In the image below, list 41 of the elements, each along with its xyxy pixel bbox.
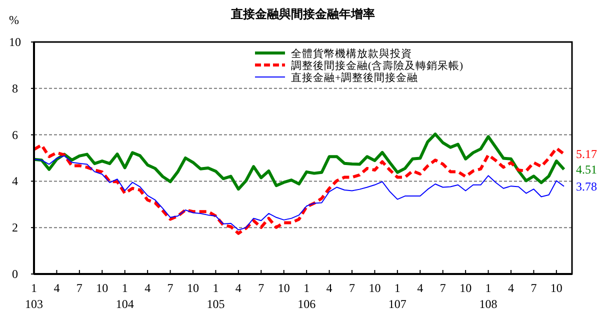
x-tick-label: 7	[76, 281, 82, 295]
y-axis-title: %	[9, 13, 19, 27]
data-label: 4.51	[576, 162, 597, 176]
x-tick-label: 10	[368, 281, 381, 295]
x-tick-label: 7	[258, 281, 264, 295]
x-tick-label: 7	[167, 281, 174, 295]
legend-label: 調整後間接金融(含壽險及轉銷呆帳)	[291, 59, 464, 72]
legend-label: 全體貨幣機構放款與投資	[291, 47, 412, 60]
x-tick-label: 10	[460, 281, 472, 295]
x-tick-label: 10	[187, 281, 199, 295]
x-tick-label: 10	[96, 281, 108, 295]
data-label: 3.78	[576, 179, 597, 194]
data-label: 5.17	[576, 147, 597, 162]
x-tick-label: 7	[440, 281, 446, 295]
x-tick-label: 7	[530, 281, 537, 295]
x-tick-label: 4	[508, 281, 514, 295]
legend-label: 直接金融+調整後間接金融	[291, 71, 418, 84]
x-tick-label: 1 106	[298, 281, 316, 311]
line-series	[34, 155, 564, 230]
y-tick-label: 8	[12, 81, 18, 96]
x-tick-label: 4	[235, 281, 242, 295]
x-tick-label: 1 105	[206, 281, 225, 311]
y-tick-label: 4	[12, 174, 18, 188]
y-tick-label: 0	[12, 267, 18, 281]
x-tick-label: 1 107	[388, 281, 406, 311]
x-tick-label: 1 103	[25, 281, 43, 311]
x-tick-label: 4	[144, 281, 151, 295]
x-tick-label: 1 104	[116, 281, 134, 311]
x-tick-label: 10	[550, 281, 562, 295]
chart-title: 直接金融與間接金融年增率	[230, 7, 375, 21]
x-tick-label: 4	[54, 281, 60, 295]
x-tick-label: 4	[326, 281, 332, 295]
x-tick-label: 1 108	[479, 281, 498, 311]
x-tick-label: 4	[417, 281, 424, 295]
y-tick-label: 2	[12, 220, 18, 235]
line-series	[32, 132, 566, 191]
y-tick-label: 6	[12, 128, 18, 142]
y-tick-label: 10	[9, 35, 21, 49]
x-tick-label: 10	[278, 281, 290, 295]
line-series	[32, 144, 566, 235]
x-tick-label: 7	[349, 281, 355, 295]
